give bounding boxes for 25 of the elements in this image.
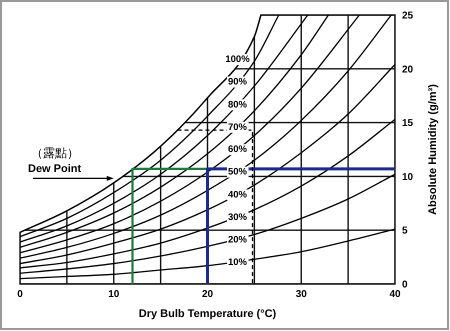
series-label: 40%	[228, 189, 248, 200]
y-tick-label: 0	[402, 280, 408, 290]
x-tick-label: 30	[296, 289, 308, 300]
series-label: 60%	[228, 144, 248, 156]
x-tick-label: 0	[17, 289, 24, 300]
series-label: 100%	[225, 54, 250, 66]
series-label: 20%	[228, 234, 248, 246]
y-tick-label: 10	[402, 172, 414, 183]
x-tick-label: 40	[389, 289, 401, 300]
series-label: 50%	[228, 166, 248, 178]
annotation: Dew Point	[28, 163, 82, 175]
y-tick-label: 25	[402, 10, 414, 22]
series-label: 10%	[228, 257, 248, 268]
y-tick-label: 5	[402, 226, 408, 237]
series-label: 30%	[228, 212, 248, 223]
y-axis-title: Absolute Humidity (g/m³)	[427, 84, 439, 215]
annotation: （露點）	[31, 146, 79, 160]
series-label: 90%	[228, 76, 248, 88]
x-tick-label: 20	[202, 289, 214, 300]
series-label: 70%	[228, 122, 248, 133]
x-axis-title: Dry Bulb Temperature (°C)	[138, 308, 277, 320]
x-tick-label: 10	[108, 289, 120, 300]
series-label: 80%	[228, 99, 248, 110]
y-tick-label: 15	[402, 118, 414, 130]
y-tick-label: 20	[402, 64, 414, 76]
